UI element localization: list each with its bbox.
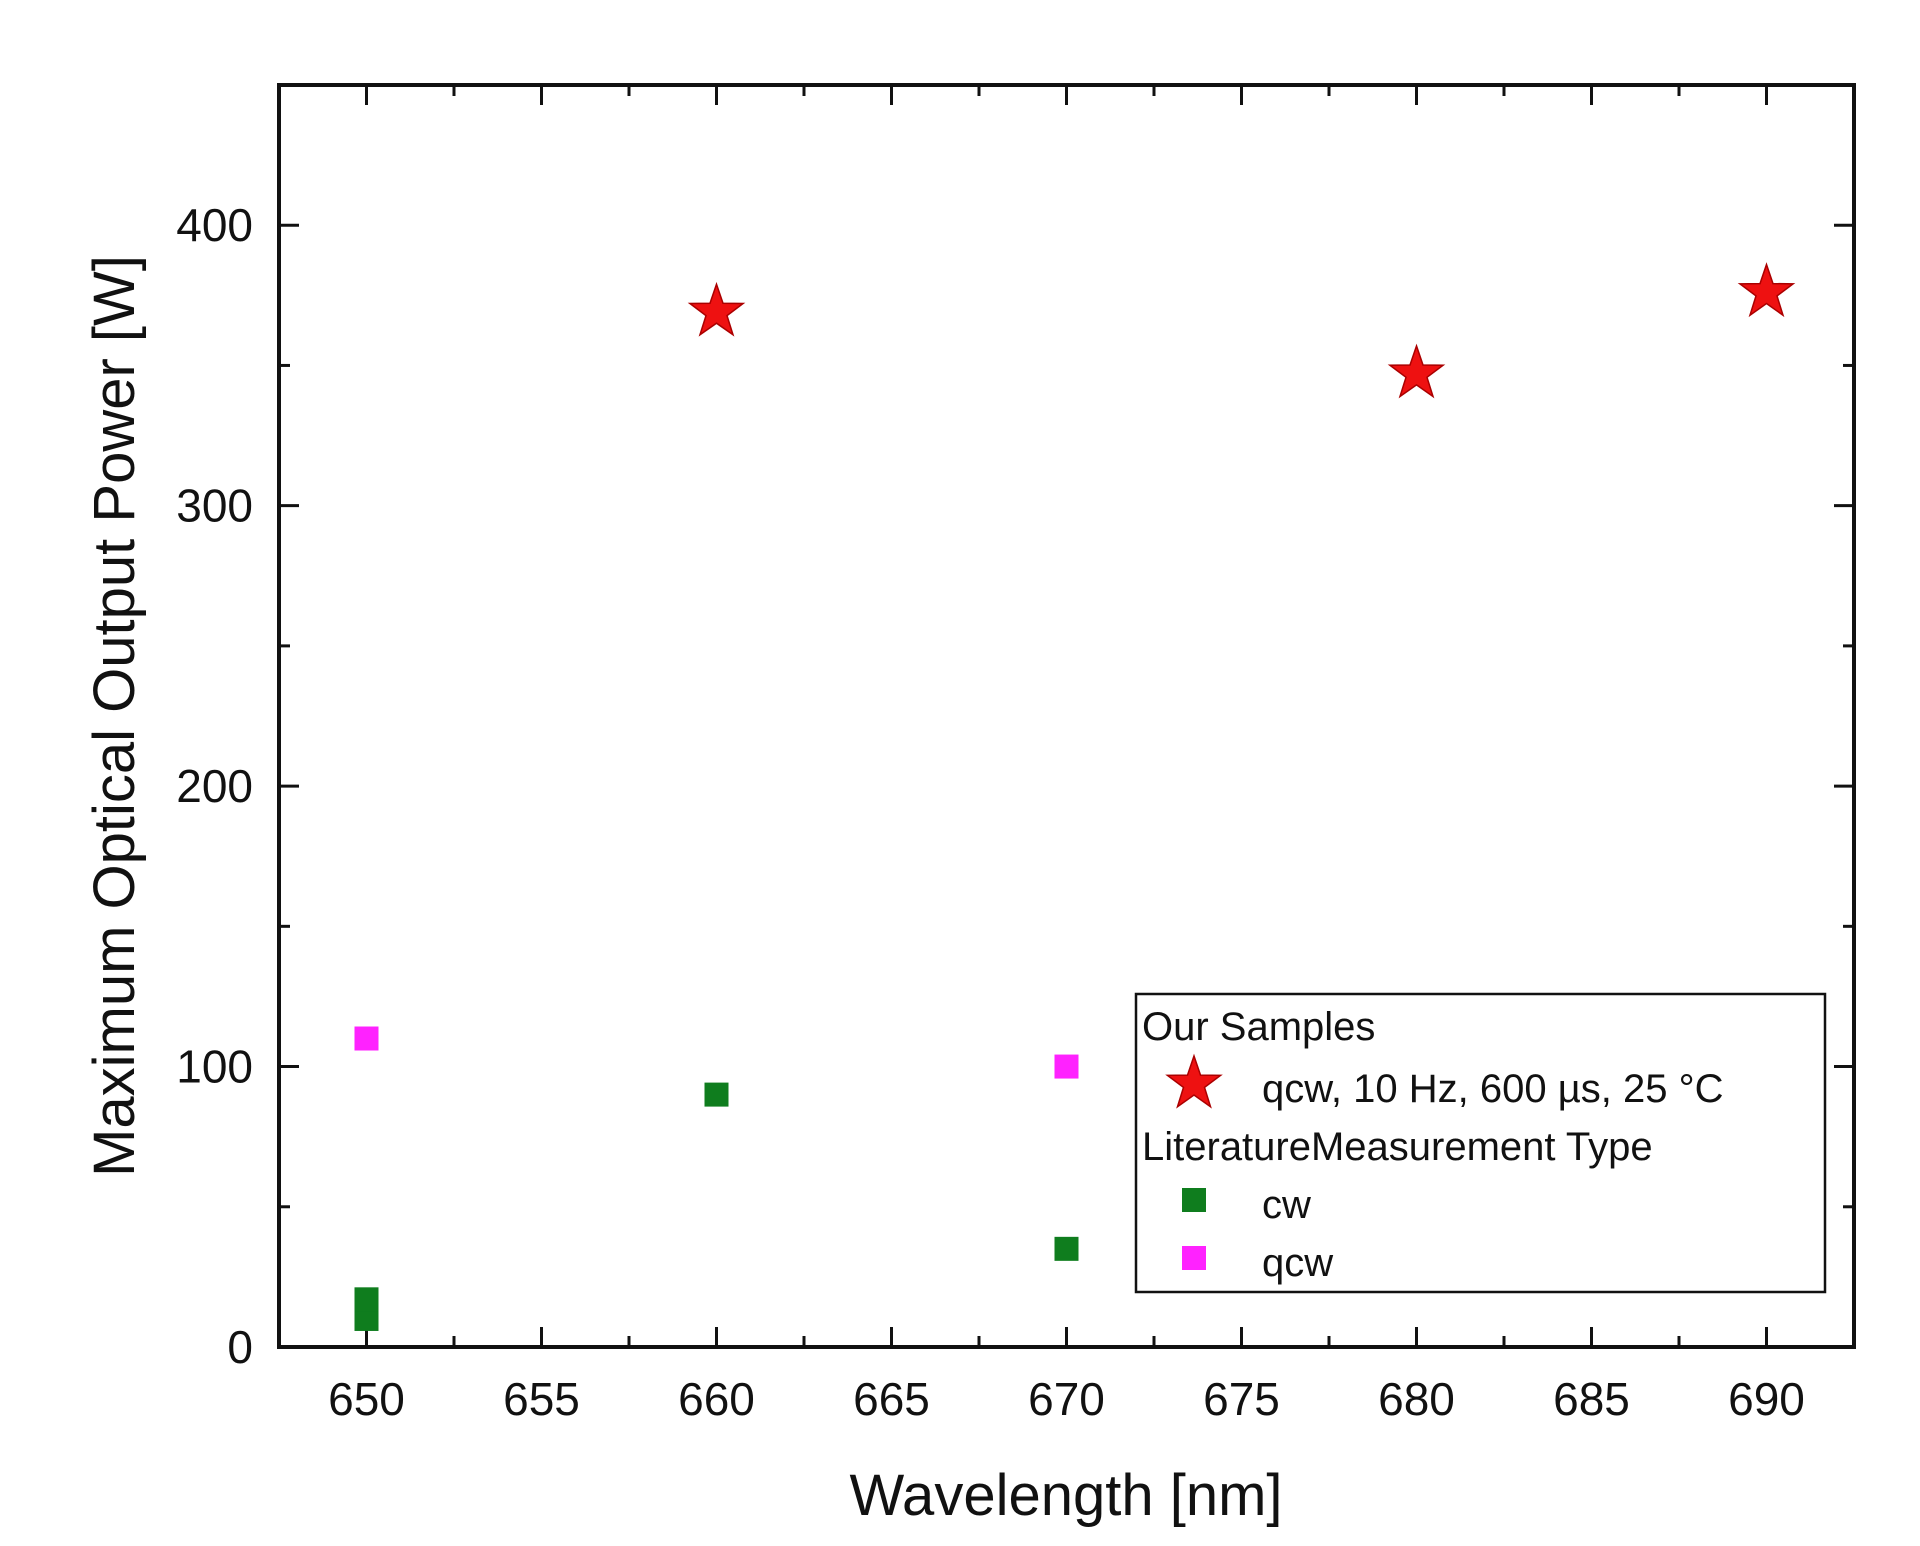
y-tick-label: 0 xyxy=(227,1321,253,1373)
y-tick-label: 300 xyxy=(176,480,253,532)
x-tick-label: 675 xyxy=(1203,1373,1280,1425)
legend-group-title-our-samples: Our Samples xyxy=(1142,1005,1375,1049)
y-tick-label: 400 xyxy=(176,199,253,251)
axis-ticks xyxy=(277,83,1856,1349)
legend-label-qcw-literature: qcw xyxy=(1262,1241,1333,1285)
x-tick-label: 660 xyxy=(678,1373,755,1425)
star-point xyxy=(1737,262,1796,318)
x-tick-label: 690 xyxy=(1728,1373,1805,1425)
star-point xyxy=(1387,343,1446,399)
cw-point xyxy=(1054,1236,1079,1261)
x-tick-label: 670 xyxy=(1028,1373,1105,1425)
legend-cw-marker xyxy=(1182,1188,1206,1212)
legend-marker-symbol xyxy=(1182,1188,1206,1212)
x-axis-title: Wavelength [nm] xyxy=(849,1463,1282,1528)
star-point xyxy=(687,281,746,337)
data-marks xyxy=(354,262,1796,1331)
x-tick-label: 650 xyxy=(328,1373,405,1425)
cw-point xyxy=(704,1082,729,1107)
legend-box xyxy=(1134,992,1827,1294)
x-tick-label: 655 xyxy=(503,1373,580,1425)
legend-label-qcw-ours: qcw, 10 Hz, 600 µs, 25 °C xyxy=(1262,1067,1723,1111)
x-tick-label: 680 xyxy=(1378,1373,1455,1425)
x-tick-label: 685 xyxy=(1553,1373,1630,1425)
legend-group-title-literature: LiteratureMeasurement Type xyxy=(1142,1125,1653,1169)
tick-labels: 650 655 660 665 670 675 680 685 690 0 100 200 300 400 xyxy=(176,199,1805,1425)
legend: Our Samples qcw, 10 Hz, 600 µs, 25 °C Li… xyxy=(1134,992,1827,1294)
legend-label-cw: cw xyxy=(1262,1183,1311,1227)
y-tick-label: 200 xyxy=(176,760,253,812)
x-tick-label: 665 xyxy=(853,1373,930,1425)
legend-qcw-marker xyxy=(1182,1246,1206,1270)
y-tick-label: 100 xyxy=(176,1041,253,1093)
legend-marker-symbol xyxy=(1182,1246,1206,1270)
qcw-point xyxy=(1054,1054,1079,1079)
qcw-point xyxy=(354,1026,379,1051)
legend-marker-symbol xyxy=(1165,1053,1223,1109)
y-axis-title: Maximum Optical Output Power [W] xyxy=(82,255,147,1177)
legend-star-marker xyxy=(1165,1053,1223,1109)
cw-point xyxy=(354,1287,379,1312)
